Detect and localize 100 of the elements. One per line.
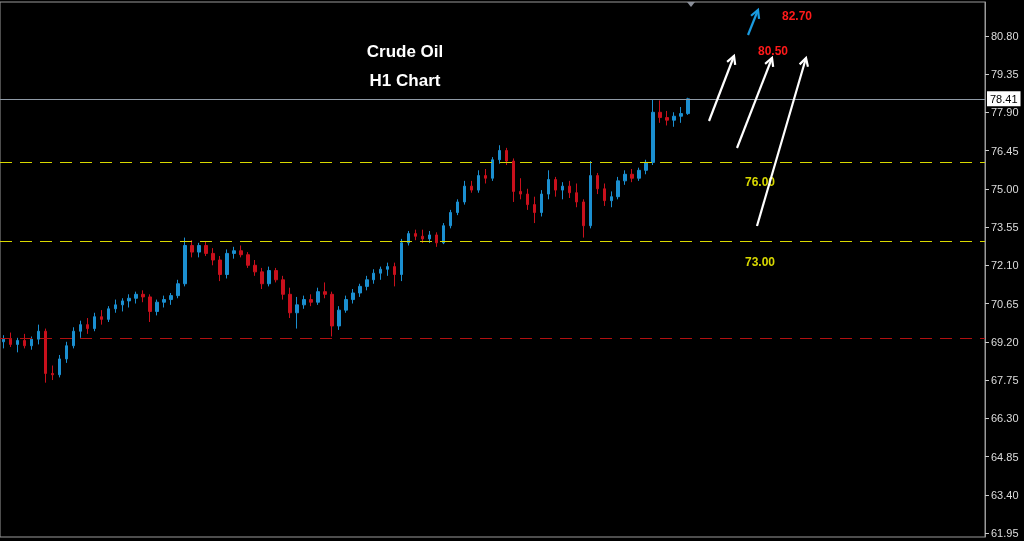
y-tick-label: 66.30 <box>991 412 1019 425</box>
candlestick <box>561 181 564 200</box>
candlestick <box>134 291 138 305</box>
y-tick-label: 77.90 <box>991 106 1019 119</box>
y-tick-label: 79.35 <box>991 68 1019 81</box>
candlestick <box>204 241 208 257</box>
candlestick <box>295 296 299 330</box>
candlestick <box>30 336 33 351</box>
candlestick <box>316 287 320 306</box>
candlestick <box>72 326 75 349</box>
candlestick <box>23 333 26 349</box>
candlestick <box>547 169 550 200</box>
y-tick-label: 73.55 <box>991 221 1019 234</box>
candlestick <box>554 176 557 198</box>
text: Crude Oil <box>366 42 444 61</box>
candlestick <box>463 180 466 206</box>
candlestick <box>127 293 131 308</box>
candlestick <box>190 239 194 258</box>
candlestick <box>616 176 620 200</box>
candlestick <box>337 305 341 331</box>
y-tick-label: 67.75 <box>991 374 1019 387</box>
candlestick <box>330 291 334 338</box>
candlestick <box>505 147 508 166</box>
candlestick <box>281 275 285 301</box>
y-tick-label: 61.95 <box>991 527 1019 540</box>
candlestick <box>644 159 648 175</box>
candlestick <box>197 242 201 258</box>
candlestick <box>37 324 40 345</box>
candlestick <box>582 198 585 239</box>
y-tick-label: 63.40 <box>991 488 1019 501</box>
annotation: 80.50 <box>758 44 789 58</box>
candlestick <box>400 238 403 282</box>
candlestick <box>442 222 445 245</box>
candlestick <box>58 354 61 378</box>
y-tick-label: 70.65 <box>991 297 1019 310</box>
candlestick <box>253 259 257 277</box>
candlestick <box>121 297 124 312</box>
candlestick <box>344 295 348 314</box>
candlestick <box>114 299 117 314</box>
candlestick <box>651 98 655 166</box>
candlestick <box>449 209 452 229</box>
candlestick <box>232 246 236 260</box>
candlestick <box>2 334 5 349</box>
candlestick <box>623 169 627 186</box>
y-tick-label: 64.85 <box>991 450 1019 463</box>
candlestick <box>44 328 47 384</box>
candlestick <box>288 287 292 319</box>
candlestick <box>603 183 606 207</box>
candlestick <box>351 288 355 305</box>
y-tick-label: 76.45 <box>991 144 1019 157</box>
candlestick <box>9 332 12 348</box>
candlestick <box>239 244 243 258</box>
candlestick <box>568 180 571 199</box>
candlestick <box>162 295 166 308</box>
ref-line-label: 73.00 <box>744 254 776 269</box>
ref-line-label: 78.41 <box>990 92 1018 105</box>
candlestick <box>107 305 110 323</box>
candlestick <box>512 157 515 203</box>
candlestick <box>470 180 473 194</box>
y-tick-label: 80.80 <box>991 29 1019 42</box>
candlestick <box>393 262 396 287</box>
candlestick <box>686 97 690 116</box>
candlestick <box>225 248 229 279</box>
candlestick <box>630 168 634 183</box>
candlestick <box>302 295 306 310</box>
text: H1 Chart <box>369 71 441 90</box>
candlestick <box>679 106 683 124</box>
candlestick <box>86 317 89 335</box>
candlestick <box>246 251 250 269</box>
candlestick <box>65 341 68 364</box>
y-tick-label: 75.00 <box>991 182 1019 195</box>
candlestick <box>477 169 480 194</box>
candlestick <box>665 110 669 126</box>
annotation: 82.70 <box>782 9 813 23</box>
candlestick <box>435 231 438 248</box>
candlestick <box>211 247 215 266</box>
candlestick <box>386 262 389 277</box>
candlestick <box>658 99 662 124</box>
candlestick <box>637 167 641 182</box>
y-tick-label: 72.10 <box>991 259 1019 272</box>
candlestick <box>169 292 173 306</box>
candlestick <box>176 279 180 299</box>
candlestick <box>421 229 424 244</box>
candlestick <box>16 337 19 353</box>
candlestick <box>589 160 592 229</box>
candlestick <box>519 177 522 200</box>
candlestick <box>309 293 313 307</box>
candlestick <box>274 267 278 283</box>
candlestick <box>498 144 501 165</box>
y-tick-label: 69.20 <box>991 335 1019 348</box>
candlestick <box>672 111 676 128</box>
candlestick <box>596 172 599 195</box>
candlestick <box>365 275 369 291</box>
candlestick <box>533 196 536 224</box>
candlestick <box>218 255 222 282</box>
candlestick <box>456 198 459 216</box>
candlestick <box>323 281 327 299</box>
candlestick <box>372 268 375 285</box>
candlestick <box>183 237 187 287</box>
candlestick <box>141 289 145 303</box>
